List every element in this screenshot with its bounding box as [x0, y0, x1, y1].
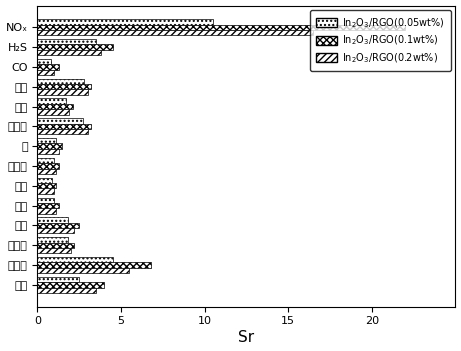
Bar [37, 198, 54, 203]
Bar [37, 124, 91, 129]
Bar [37, 118, 83, 124]
Bar [37, 64, 59, 69]
Bar [37, 50, 101, 55]
Bar [37, 149, 59, 154]
Bar [37, 243, 74, 248]
Bar [37, 188, 54, 194]
Bar [37, 178, 53, 183]
Bar [37, 168, 56, 174]
Bar [37, 104, 72, 109]
Bar [37, 282, 104, 287]
Bar [37, 25, 405, 30]
Bar [37, 262, 151, 268]
Bar [37, 59, 51, 64]
Bar [37, 248, 71, 253]
X-axis label: Sr: Sr [238, 330, 254, 345]
Bar [37, 287, 96, 293]
Bar [37, 257, 112, 262]
Bar [37, 129, 88, 134]
Bar [37, 109, 69, 114]
Bar [37, 69, 54, 75]
Bar [37, 223, 79, 228]
Bar [37, 237, 67, 243]
Bar [37, 208, 56, 214]
Bar [37, 203, 59, 208]
Bar [37, 138, 56, 144]
Bar [37, 268, 130, 273]
Bar [37, 163, 59, 168]
Bar [37, 84, 91, 90]
Bar [37, 144, 63, 149]
Bar [37, 90, 88, 95]
Bar [37, 30, 313, 35]
Bar [37, 217, 67, 223]
Legend: In$_2$O$_3$/RGO(0.05wt%), In$_2$O$_3$/RGO(0.1wt%), In$_2$O$_3$/RGO(0.2wt%): In$_2$O$_3$/RGO(0.05wt%), In$_2$O$_3$/RG… [310, 11, 450, 71]
Bar [37, 99, 66, 104]
Bar [37, 79, 84, 84]
Bar [37, 183, 56, 188]
Bar [37, 39, 96, 45]
Bar [37, 158, 54, 163]
Bar [37, 228, 74, 233]
Bar [37, 45, 112, 50]
Bar [37, 277, 79, 282]
Bar [37, 19, 213, 25]
